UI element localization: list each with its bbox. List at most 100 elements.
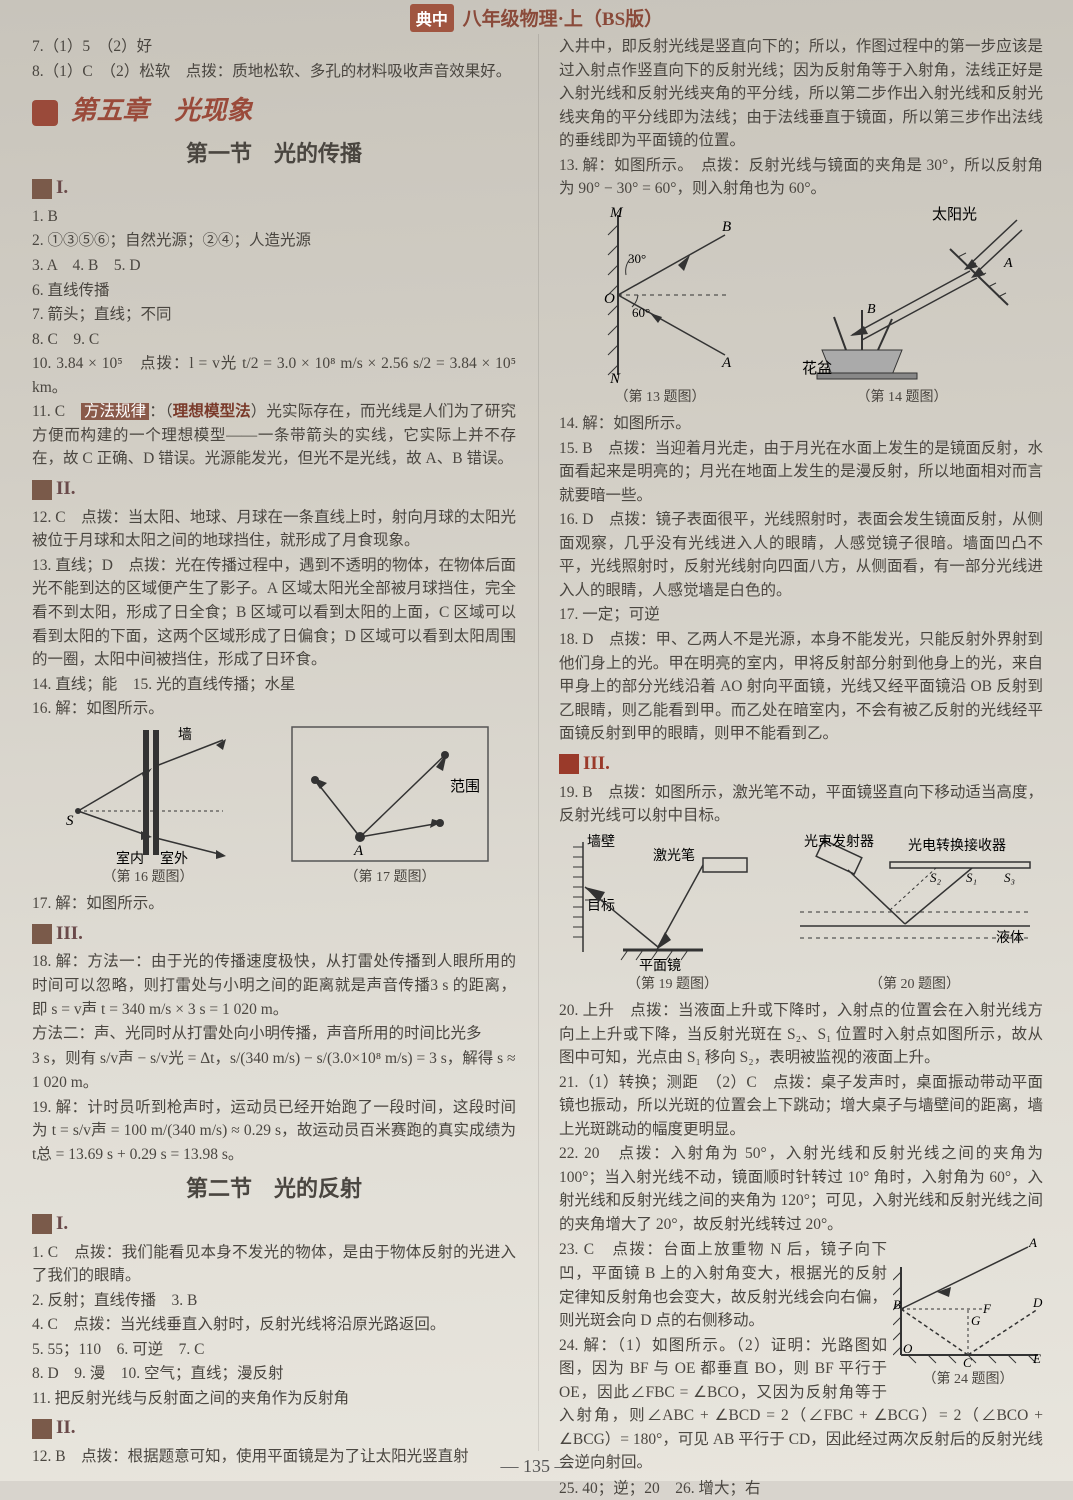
fig-16: 墙 S 室内 室外 （第 [58,725,238,888]
l-3: 3. A 4. B 5. D [32,254,516,278]
r-22: 22. 20 点拨：入射角为 50°，入射光线和反射光线之间的夹角为 100°；… [559,1142,1043,1236]
chapter-text: 第五章 光现象 [71,96,253,125]
l2-6: 11. 把反射光线与反射面之间的夹角作为反射角 [32,1387,516,1411]
content: 7.（1）5 （2）好 8.（1）C （2）松软 点拨：质地松软、多孔的材料吸收… [0,34,1073,1451]
r-23-24-block: A B C D F G O E （第 24 题图） [559,1237,1043,1475]
block-icon [559,754,579,774]
l2-2: 2. 反射；直线传播 3. B [32,1289,516,1313]
method-label: 方法规律 [81,403,149,420]
r-25-26: 25. 40；逆；20 26. 增大；右 [559,1477,1043,1500]
l-7: 10. 3.84 × 10⁵ 点拨：l = v光 t/2 = 3.0 × 10⁸… [32,352,516,399]
svg-text:平面镜: 平面镜 [639,958,681,972]
fig-24: A B C D F G O E （第 24 题图） [893,1237,1043,1390]
svg-text:A: A [1028,1237,1037,1250]
svg-text:太阳光: 太阳光 [932,206,977,223]
r-18: 18. D 点拨：甲、乙两人不是光源，本身不能发光，只能反射外界射到他们身上的光… [559,628,1043,746]
header-title: 八年级物理·上（BS版） [463,9,664,30]
svg-text:E: E [1032,1351,1041,1366]
l-18c: 3 s，则有 s/v声 − s/v光 = Δt，s/(340 m/s) − s/… [32,1047,516,1071]
svg-text:墙壁: 墙壁 [587,834,615,850]
svg-text:A: A [353,843,364,859]
block-icon [32,179,52,199]
chapter-icon [32,100,58,126]
l-8: 11. C 方法规律：（理想模型法）光实际存在，而光线是人们为了研究方便而构建的… [32,400,516,471]
svg-text:O: O [903,1341,913,1356]
fig-16-17-row: 墙 S 室内 室外 （第 [32,725,516,888]
svg-text:光电转换接收器: 光电转换接收器 [908,837,1006,854]
r-17: 17. 一定；可逆 [559,603,1043,627]
l-19: 19. 解：计时员听到枪声时，运动员已经开始跑了一段时间，这段时间为 t = s… [32,1096,516,1167]
fig-19: 墙壁 目标 激光笔 平面镜 （第 19 题图） [563,832,783,995]
r-14: 14. 解：如图所示。 [559,412,1043,436]
l-18a: 18. 解：方法一：由于光的传播速度极快，从打雷处传播到人眼所用的时间可以忽略，… [32,950,516,1021]
fig14-cap: （第 14 题图） [772,387,1032,408]
fig-13-14-row: M N O A B 30° 60° [559,205,1043,408]
l2-5: 8. D 9. 漫 10. 空气；直线；漫反射 [32,1362,516,1386]
fig13-cap: （第 13 题图） [570,387,750,408]
right-column: 入井中，即反射光线是竖直向下的；所以，作图过程中的第一步应该是过入射点作竖直向下… [538,34,1073,1451]
svg-text:S: S [66,813,74,829]
fig16-cap: （第 16 题图） [58,867,238,888]
svg-text:B: B [722,219,731,235]
svg-text:室内: 室内 [116,850,144,865]
l-13: 13. 直线；D 点拨：光在传播过程中，遇到不透明的物体，在物体后面光不能到达的… [32,554,516,672]
fig-20: 光束发射器 光电转换接收器 S₂ S₁ S₃ 液体 [790,832,1040,995]
l-16: 16. 解：如图所示。 [32,697,516,721]
l2-4: 5. 55；110 6. 可逆 7. C [32,1338,516,1362]
r-21: 21.（1）转换；测距 （2）C 点拨：桌子发声时，桌面振动带动平面镜也振动，所… [559,1071,1043,1142]
svg-text:室外: 室外 [160,850,188,865]
svg-text:墙: 墙 [178,727,192,743]
svg-text:范围: 范围 [450,778,480,795]
block-icon [32,480,52,500]
fig-13: M N O A B 30° 60° [570,205,750,408]
l-2: 2. ①③⑤⑥；自然光源；②④；人造光源 [32,229,516,253]
fig-19-20-row: 墙壁 目标 激光笔 平面镜 （第 19 题图） [559,832,1043,995]
page-footer: — 135 — [0,1456,1073,1477]
sec1-p3-label: III. [32,920,516,949]
fig-17: A 范围 （第 17 题图） [290,725,490,888]
l-18b: 方法二：声、光同时从打雷处向小明传播，声音所用的时间比光多 [32,1022,516,1046]
r-15: 15. B 点拨：当迎着月光走，由于月光在水面上发生的是镜面反射，水面看起来是明… [559,437,1043,508]
sec2-title: 第二节 光的反射 [32,1172,516,1205]
r-19: 19. B 点拨：如图所示，激光笔不动，平面镜竖直向下移动适当高度，反射光线可以… [559,781,1043,828]
fig24-cap: （第 24 题图） [893,1369,1043,1390]
svg-text:30°: 30° [628,251,646,266]
header-badge: 典中 [410,4,454,32]
fig17-cap: （第 17 题图） [290,867,490,888]
svg-text:A: A [1003,256,1013,271]
fig20-cap: （第 20 题图） [790,974,1040,995]
svg-text:G: G [971,1313,981,1328]
l-6: 8. C 9. C [32,328,516,352]
svg-text:液体: 液体 [996,930,1024,946]
r-16: 16. D 点拨：镜子表面很平，光线照射时，表面会发生镜面反射，从侧面观察，几乎… [559,508,1043,602]
l-17: 17. 解：如图所示。 [32,892,516,916]
left-column: 7.（1）5 （2）好 8.（1）C （2）松软 点拨：质地松软、多孔的材料吸收… [0,34,538,1451]
l-1: 1. B [32,205,516,229]
svg-text:C: C [963,1355,972,1367]
l-4: 6. 直线传播 [32,279,516,303]
svg-text:激光笔: 激光笔 [653,847,695,864]
page-root: 典中 八年级物理·上（BS版） 7.（1）5 （2）好 8.（1）C （2）松软… [0,0,1073,1481]
r-cont1: 入井中，即反射光线是竖直向下的；所以，作图过程中的第一步应该是过入射点作竖直向下… [559,35,1043,153]
svg-text:A: A [721,355,732,371]
l2-1: 1. C 点拨：我们能看见本身不发光的物体，是由于物体反射的光进入了我们的眼睛。 [32,1241,516,1288]
l-5: 7. 箭头；直线；不同 [32,303,516,327]
sec1-p2-label: II. [32,475,516,504]
pre-7: 7.（1）5 （2）好 [32,35,516,59]
r-p3-label: III. [559,750,1043,779]
svg-text:B: B [893,1297,901,1312]
fig-14: 太阳光 A [772,205,1032,408]
page-header: 典中 八年级物理·上（BS版） [0,4,1073,32]
fig19-cap: （第 19 题图） [563,974,783,995]
r-20: 20. 上升 点拨：当液面上升或下降时，入射点的位置会在入射光线方向上上升或下降… [559,999,1043,1070]
chapter-title: 第五章 光现象 [32,91,516,131]
svg-text:光束发射器: 光束发射器 [804,834,874,850]
block-icon [32,1214,52,1234]
svg-text:花盆: 花盆 [802,360,832,377]
sec2-p1-label: I. [32,1210,516,1239]
l-18d: 1 020 m。 [32,1071,516,1095]
sec1-p1-label: I. [32,174,516,203]
sec2-p2-label: II. [32,1414,516,1443]
l-14: 14. 直线；能 15. 光的直线传播；水星 [32,673,516,697]
l-12: 12. C 点拨：当太阳、地球、月球在一条直线上时，射向月球的太阳光被位于月球和… [32,506,516,553]
